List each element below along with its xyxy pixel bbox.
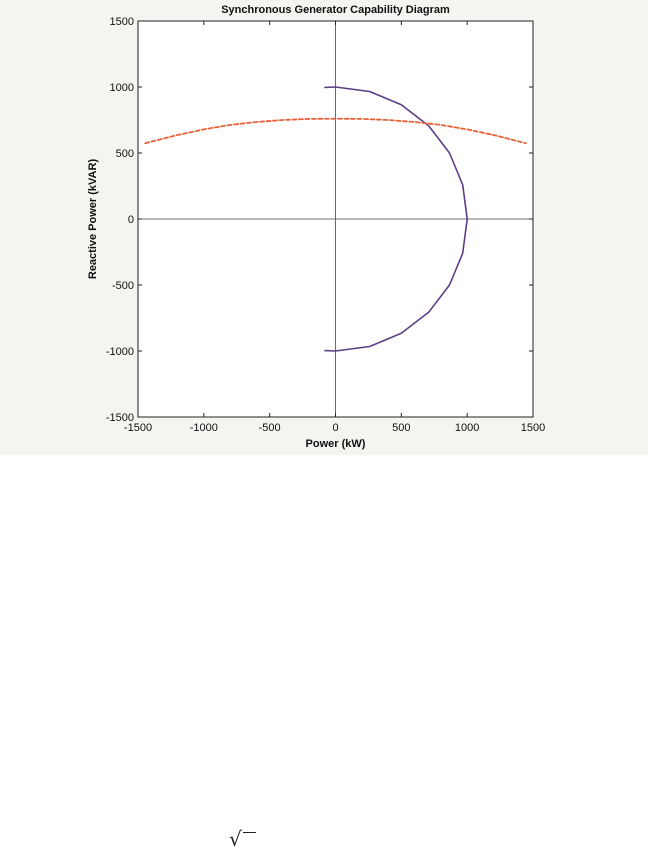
y-tick-label: -1000 xyxy=(106,346,134,358)
y-tick-label: -500 xyxy=(112,280,134,292)
y-axis-label: Reactive Power (kVAR) xyxy=(87,159,99,280)
x-tick-label: -1000 xyxy=(190,422,218,434)
x-tick-label: 0 xyxy=(332,422,338,434)
sqrt-symbol: √ xyxy=(229,827,242,851)
sqrt-vinculum xyxy=(243,832,256,833)
y-tick-label: 1500 xyxy=(110,16,134,28)
x-tick-label: -1500 xyxy=(124,422,152,434)
series-1-curve xyxy=(324,86,468,352)
x-tick-label: 500 xyxy=(392,422,410,434)
chart-title: Synchronous Generator Capability Diagram xyxy=(221,4,450,16)
x-tick-label: 1000 xyxy=(455,422,479,434)
x-axis-label: Power (kW) xyxy=(306,438,366,450)
series-2-curve xyxy=(144,117,527,145)
capability-chart: -1500 -1000 -500 0 500 1000 1500 -1500 -1000 -500… xyxy=(87,4,545,450)
y-tick-label: -1500 xyxy=(106,412,134,424)
x-tick-label: -500 xyxy=(259,422,281,434)
x-tick-label: 1500 xyxy=(521,422,545,434)
y-tick-label: 0 xyxy=(128,214,134,226)
figure-panel: -1500 -1000 -500 0 500 1000 1500 -1500 -1000 -500… xyxy=(0,0,648,455)
y-tick-label: 500 xyxy=(116,148,134,160)
y-tick-label: 1000 xyxy=(110,82,134,94)
